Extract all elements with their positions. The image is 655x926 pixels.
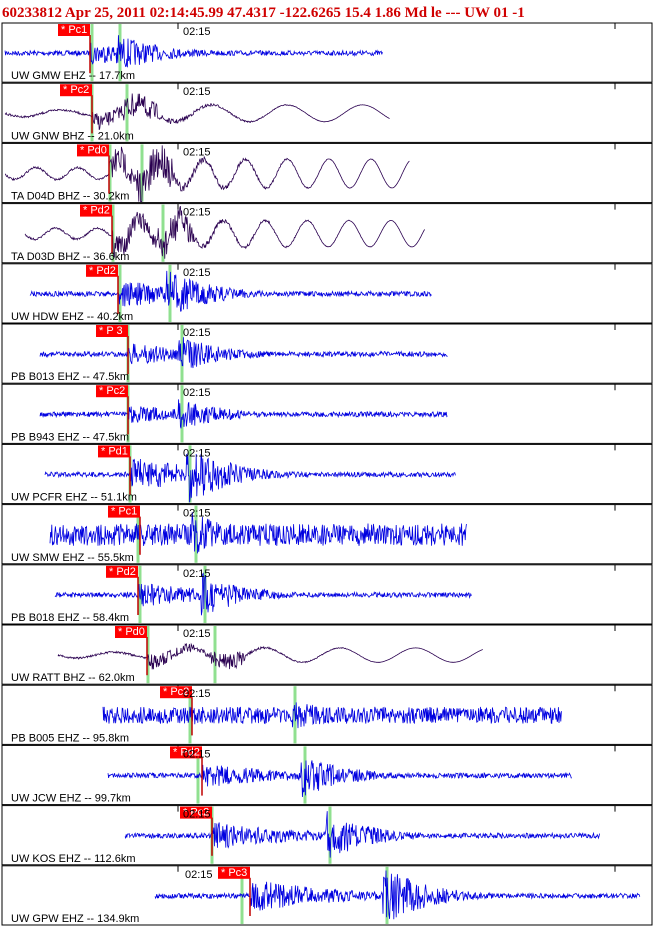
time-label: 02:15 <box>183 86 211 98</box>
waveform <box>39 337 448 369</box>
waveform <box>107 760 572 798</box>
station-label: UW GNW BHZ -- 21.0km <box>11 130 134 142</box>
station-label: PB B013 EHZ -- 47.5km <box>11 371 129 383</box>
waveform <box>4 35 383 68</box>
pick-flag <box>180 806 212 819</box>
station-label: TA D04D BHZ -- 30.2km <box>11 191 129 203</box>
pick-flag <box>86 264 118 277</box>
pick-label: * Pc1 <box>111 506 137 518</box>
time-label: 02:15 <box>183 387 211 399</box>
station-label: PB B943 EHZ -- 47.5km <box>11 431 129 443</box>
pick-flag <box>80 204 112 217</box>
station-label: UW PCFR EHZ -- 51.1km <box>11 492 137 504</box>
station-label: PB B018 EHZ -- 58.4km <box>11 612 129 624</box>
time-label: 02:15 <box>185 869 213 881</box>
trace-panel: * Pd0 02:15 TA D04D BHZ -- 30.2km <box>1 142 653 204</box>
waveform <box>124 811 600 858</box>
trace-panel: * Pc2 02:15 UW GNW BHZ -- 21.0km <box>1 82 653 143</box>
trace-panel: * P 3 02:15 PB B013 EHZ -- 47.5km <box>1 323 653 384</box>
time-label: 02:15 <box>183 146 211 158</box>
pick-label: * Pd2 <box>89 265 116 277</box>
waveform <box>57 642 483 670</box>
pick-flag <box>160 686 192 699</box>
trace-panel: * Pd2 02:15 PB B018 EHZ -- 58.4km <box>1 564 653 625</box>
pick-flag <box>108 505 140 518</box>
pick-flag <box>58 24 90 36</box>
pick-flag <box>170 746 202 759</box>
pick-flag <box>77 144 109 157</box>
pick-flag <box>96 325 128 337</box>
station-label: TA D03D BHZ -- 36.6km <box>11 251 129 263</box>
time-label: 02:15 <box>183 207 211 219</box>
time-label: 02:15 <box>183 748 211 760</box>
pick-label: * Pc2 <box>63 84 89 96</box>
waveform <box>49 512 467 554</box>
waveform <box>39 399 448 429</box>
trace-panel: * Pd2 02:15 TA D03D BHZ -- 36.6km <box>1 203 653 264</box>
pick-label: * Pd2 <box>109 566 136 578</box>
station-label: UW JCW EHZ -- 99.7km <box>11 793 131 805</box>
panel-frame <box>1 624 653 685</box>
waveform <box>154 870 641 920</box>
pick-label: * Pc2 <box>183 807 209 819</box>
pick-flag <box>115 626 147 638</box>
pick-label: * Pc2 <box>99 385 125 397</box>
pick-label: * Pd0 <box>80 144 107 156</box>
time-label: 02:15 <box>183 568 211 580</box>
time-label: 02:15 <box>183 508 211 520</box>
pick-flag <box>60 84 92 97</box>
time-label: 02:15 <box>183 26 211 38</box>
pick-flag <box>106 565 138 578</box>
pick-label: * Pc3 <box>221 867 247 879</box>
pick-label: * Pd2 <box>83 205 110 217</box>
trace-panel: * Pc2 02:15 PB B943 EHZ -- 47.5km <box>1 383 653 444</box>
waveform <box>29 270 432 312</box>
pick-label: * P 3 <box>99 325 123 337</box>
time-label: 02:15 <box>183 267 211 279</box>
pick-label: * Pd2 <box>173 746 200 758</box>
waveform <box>5 145 410 203</box>
waveform <box>102 702 562 729</box>
event-header: 60233812 Apr 25, 2011 02:14:45.99 47.431… <box>2 5 525 21</box>
waveform <box>54 572 472 616</box>
trace-panel: * Pd1 02:15 UW PCFR EHZ -- 51.1km <box>1 443 653 505</box>
station-label: UW HDW EHZ -- 40.2km <box>11 311 133 323</box>
waveform <box>4 93 390 130</box>
station-label: UW GMW EHZ -- 17.7km <box>11 70 135 82</box>
station-label: UW RATT BHZ -- 62.0km <box>11 672 135 684</box>
time-label: 02:15 <box>183 809 211 821</box>
pick-flag <box>96 385 128 398</box>
trace-panel: * Pc1 02:15 UW GMW EHZ -- 17.7km <box>1 22 653 83</box>
pick-label: * Pc2 <box>163 686 189 698</box>
waveform <box>24 206 425 259</box>
pick-label: * Pc1 <box>61 24 87 36</box>
time-label: 02:15 <box>183 327 211 339</box>
pick-label: * Pd0 <box>118 626 145 638</box>
time-label: 02:15 <box>183 447 211 459</box>
station-label: UW SMW EHZ -- 55.5km <box>11 552 134 564</box>
station-label: UW KOS EHZ -- 112.6km <box>11 853 135 865</box>
panel-frame <box>1 22 653 83</box>
time-label: 02:15 <box>183 688 211 700</box>
pick-flag <box>218 866 250 879</box>
trace-panel: * Pd0 02:15 UW RATT BHZ -- 62.0km <box>1 624 653 685</box>
waveform <box>44 453 456 503</box>
pick-label: * Pd1 <box>101 445 128 457</box>
trace-panel: * Pc3 02:15 UW GPW EHZ -- 134.9km <box>1 865 653 926</box>
station-label: PB B005 EHZ -- 95.8km <box>11 732 129 744</box>
time-label: 02:15 <box>183 628 211 640</box>
trace-panel: * Pd2 02:15 UW HDW EHZ -- 40.2km <box>1 263 653 324</box>
station-label: UW GPW EHZ -- 134.9km <box>11 913 139 925</box>
pick-flag <box>98 445 130 458</box>
trace-panel: * Pc1 02:15 UW SMW EHZ -- 55.5km <box>1 504 653 565</box>
